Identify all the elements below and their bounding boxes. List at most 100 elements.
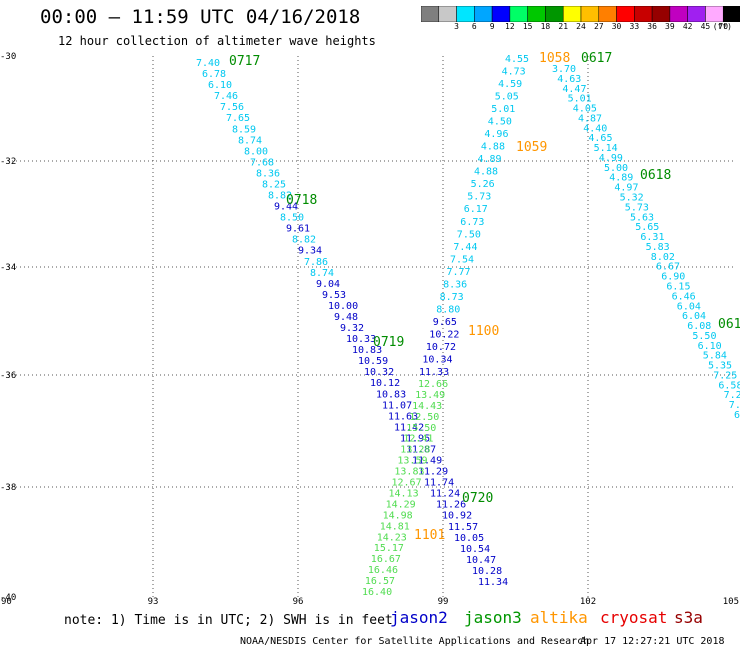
color-scale-tick: 27 <box>593 22 604 31</box>
color-scale-tick: 45 <box>700 22 711 31</box>
track-b-value: 13.83 <box>394 467 424 478</box>
track-c-value: 7.54 <box>450 254 474 265</box>
track-d-value: 6.15 <box>666 282 690 293</box>
lon-tick-label: 102 <box>580 597 596 605</box>
track-a-value: 10.92 <box>442 511 472 522</box>
track-a-value: 7.86 <box>304 257 328 268</box>
track-a-value: 11.87 <box>406 445 436 456</box>
track-b-value: 14.23 <box>377 532 407 543</box>
track-a-value: 9.34 <box>298 246 322 257</box>
lon-tick-label: 105 <box>723 597 739 605</box>
track-d-value: 6.08 <box>687 321 711 332</box>
track-d-value: 4.89 <box>609 173 633 184</box>
track-c-value: 4.59 <box>498 79 522 90</box>
track-d-value: 6.31 <box>640 232 664 243</box>
legend-jason2: jason2 <box>390 608 448 627</box>
track-a-value: 9.48 <box>334 312 358 323</box>
track-c-value: 9.65 <box>433 317 457 328</box>
track-d-value: 5.84 <box>703 351 727 362</box>
track-b-value: 13.49 <box>415 390 445 401</box>
color-scale-tick: 42 <box>682 22 693 31</box>
track-b-value: 14.98 <box>383 510 413 521</box>
track-a-value: 9.53 <box>322 290 346 301</box>
track-c-value: 4.73 <box>502 67 526 78</box>
track-a-value: 7.56 <box>220 102 244 113</box>
track-c-value: 7.50 <box>457 229 481 240</box>
track-a-value: 10.12 <box>370 378 400 389</box>
track-a-value: 8.25 <box>262 180 286 191</box>
track-b-value: 14.43 <box>412 401 442 412</box>
track-a-value: 8.74 <box>238 135 262 146</box>
lat-tick-label: -32 <box>0 157 16 167</box>
track-c-value: 5.26 <box>471 179 495 190</box>
track-c-value: 11.33 <box>419 367 449 378</box>
track-d-value: 4.05 <box>573 104 597 115</box>
footer-credit: NOAA/NESDIS Center for Satellite Applica… <box>240 636 590 647</box>
pass-time-label: 1100 <box>468 324 499 339</box>
track-d-value: 7.25 <box>713 371 737 382</box>
track-c-value: 10.22 <box>429 329 459 340</box>
track-b-value: 14.29 <box>386 499 416 510</box>
track-a-value: 7.65 <box>226 113 250 124</box>
track-a-value: 6.10 <box>208 80 232 91</box>
pass-time-label: 1058 <box>539 51 570 66</box>
track-d-value: 6.04 <box>682 311 706 322</box>
map-subtitle: 12 hour collection of altimeter wave hei… <box>58 34 376 48</box>
track-c-value: 8.80 <box>436 304 460 315</box>
lat-tick-label: -36 <box>0 371 16 381</box>
pass-time-label: 0719 <box>373 335 404 350</box>
track-d-value: 4.47 <box>562 84 586 95</box>
track-d-value: 5.63 <box>630 212 654 223</box>
track-d-value: 7.2 <box>724 390 740 401</box>
track-b-value: 13.59 <box>397 456 427 467</box>
color-scale-tick: 24 <box>576 22 586 31</box>
track-a-value: 10.83 <box>376 389 406 400</box>
lat-tick-label: -34 <box>0 263 16 273</box>
track-d-value: 5.01 <box>568 94 592 105</box>
track-d-value: 4.40 <box>583 123 607 134</box>
track-a-value: 9.32 <box>340 323 364 334</box>
track-a-value: 8.74 <box>310 268 334 279</box>
color-scale-tick: 18 <box>540 22 551 31</box>
wave-height-map: 90 93 96 99 102 105 -30 -32 -34 -36 -38 -40 7.406.78… <box>0 51 740 605</box>
track-d-value: 4.97 <box>614 183 638 194</box>
track-a-value: 8.36 <box>256 168 280 179</box>
track-c-value: 8.36 <box>443 279 467 290</box>
note-text: note: 1) Time is in UTC; 2) SWH is in fe… <box>64 613 393 628</box>
color-scale-tick: 9 <box>489 22 495 31</box>
track-c-value: 4.89 <box>478 154 502 165</box>
track-a-value: 11.42 <box>394 422 424 433</box>
track-a-value: 11.95 <box>400 433 430 444</box>
track-d-value: 6.67 <box>656 262 680 273</box>
track-d-value: 3.70 <box>552 64 576 75</box>
track-d-value: 5.65 <box>635 222 659 233</box>
pass-time-label: 0618 <box>640 168 671 183</box>
track-b-value: 12.50 <box>409 412 439 423</box>
color-swatch <box>722 6 740 22</box>
track-a-value: 9.44 <box>274 202 298 213</box>
track-a-value: 10.33 <box>346 334 376 345</box>
track-a-value: 7.68 <box>250 157 274 168</box>
track-d-value: 4.87 <box>578 113 602 124</box>
legend-s3a: s3a <box>674 608 703 627</box>
track-a-value: 8.82 <box>268 191 292 202</box>
track-d-value: 4.99 <box>599 153 623 164</box>
lon-tick-label: 99 <box>438 597 449 605</box>
track-a-value: 11.26 <box>436 500 466 511</box>
lat-tick-label: -38 <box>0 483 16 493</box>
pass-time-label: 0718 <box>286 193 317 208</box>
legend-cryosat: cryosat <box>600 608 668 627</box>
track-c-value: 7.77 <box>447 267 471 278</box>
track-a-value: 9.61 <box>286 224 310 235</box>
track-a-value: 7.46 <box>214 91 238 102</box>
pass-time-label: 0720 <box>462 491 493 506</box>
color-scale-tick: 30 <box>611 22 622 31</box>
track-a-value: 8.50 <box>280 213 304 224</box>
track-a-value: 10.32 <box>364 367 394 378</box>
track-c-value: 7.44 <box>453 242 477 253</box>
track-a-value: 10.59 <box>358 356 388 367</box>
track-c-value: 10.34 <box>422 355 452 366</box>
track-c-value: 4.55 <box>505 54 529 65</box>
track-b-value: 15.50 <box>406 423 436 434</box>
lon-tick-label: 96 <box>293 597 304 605</box>
